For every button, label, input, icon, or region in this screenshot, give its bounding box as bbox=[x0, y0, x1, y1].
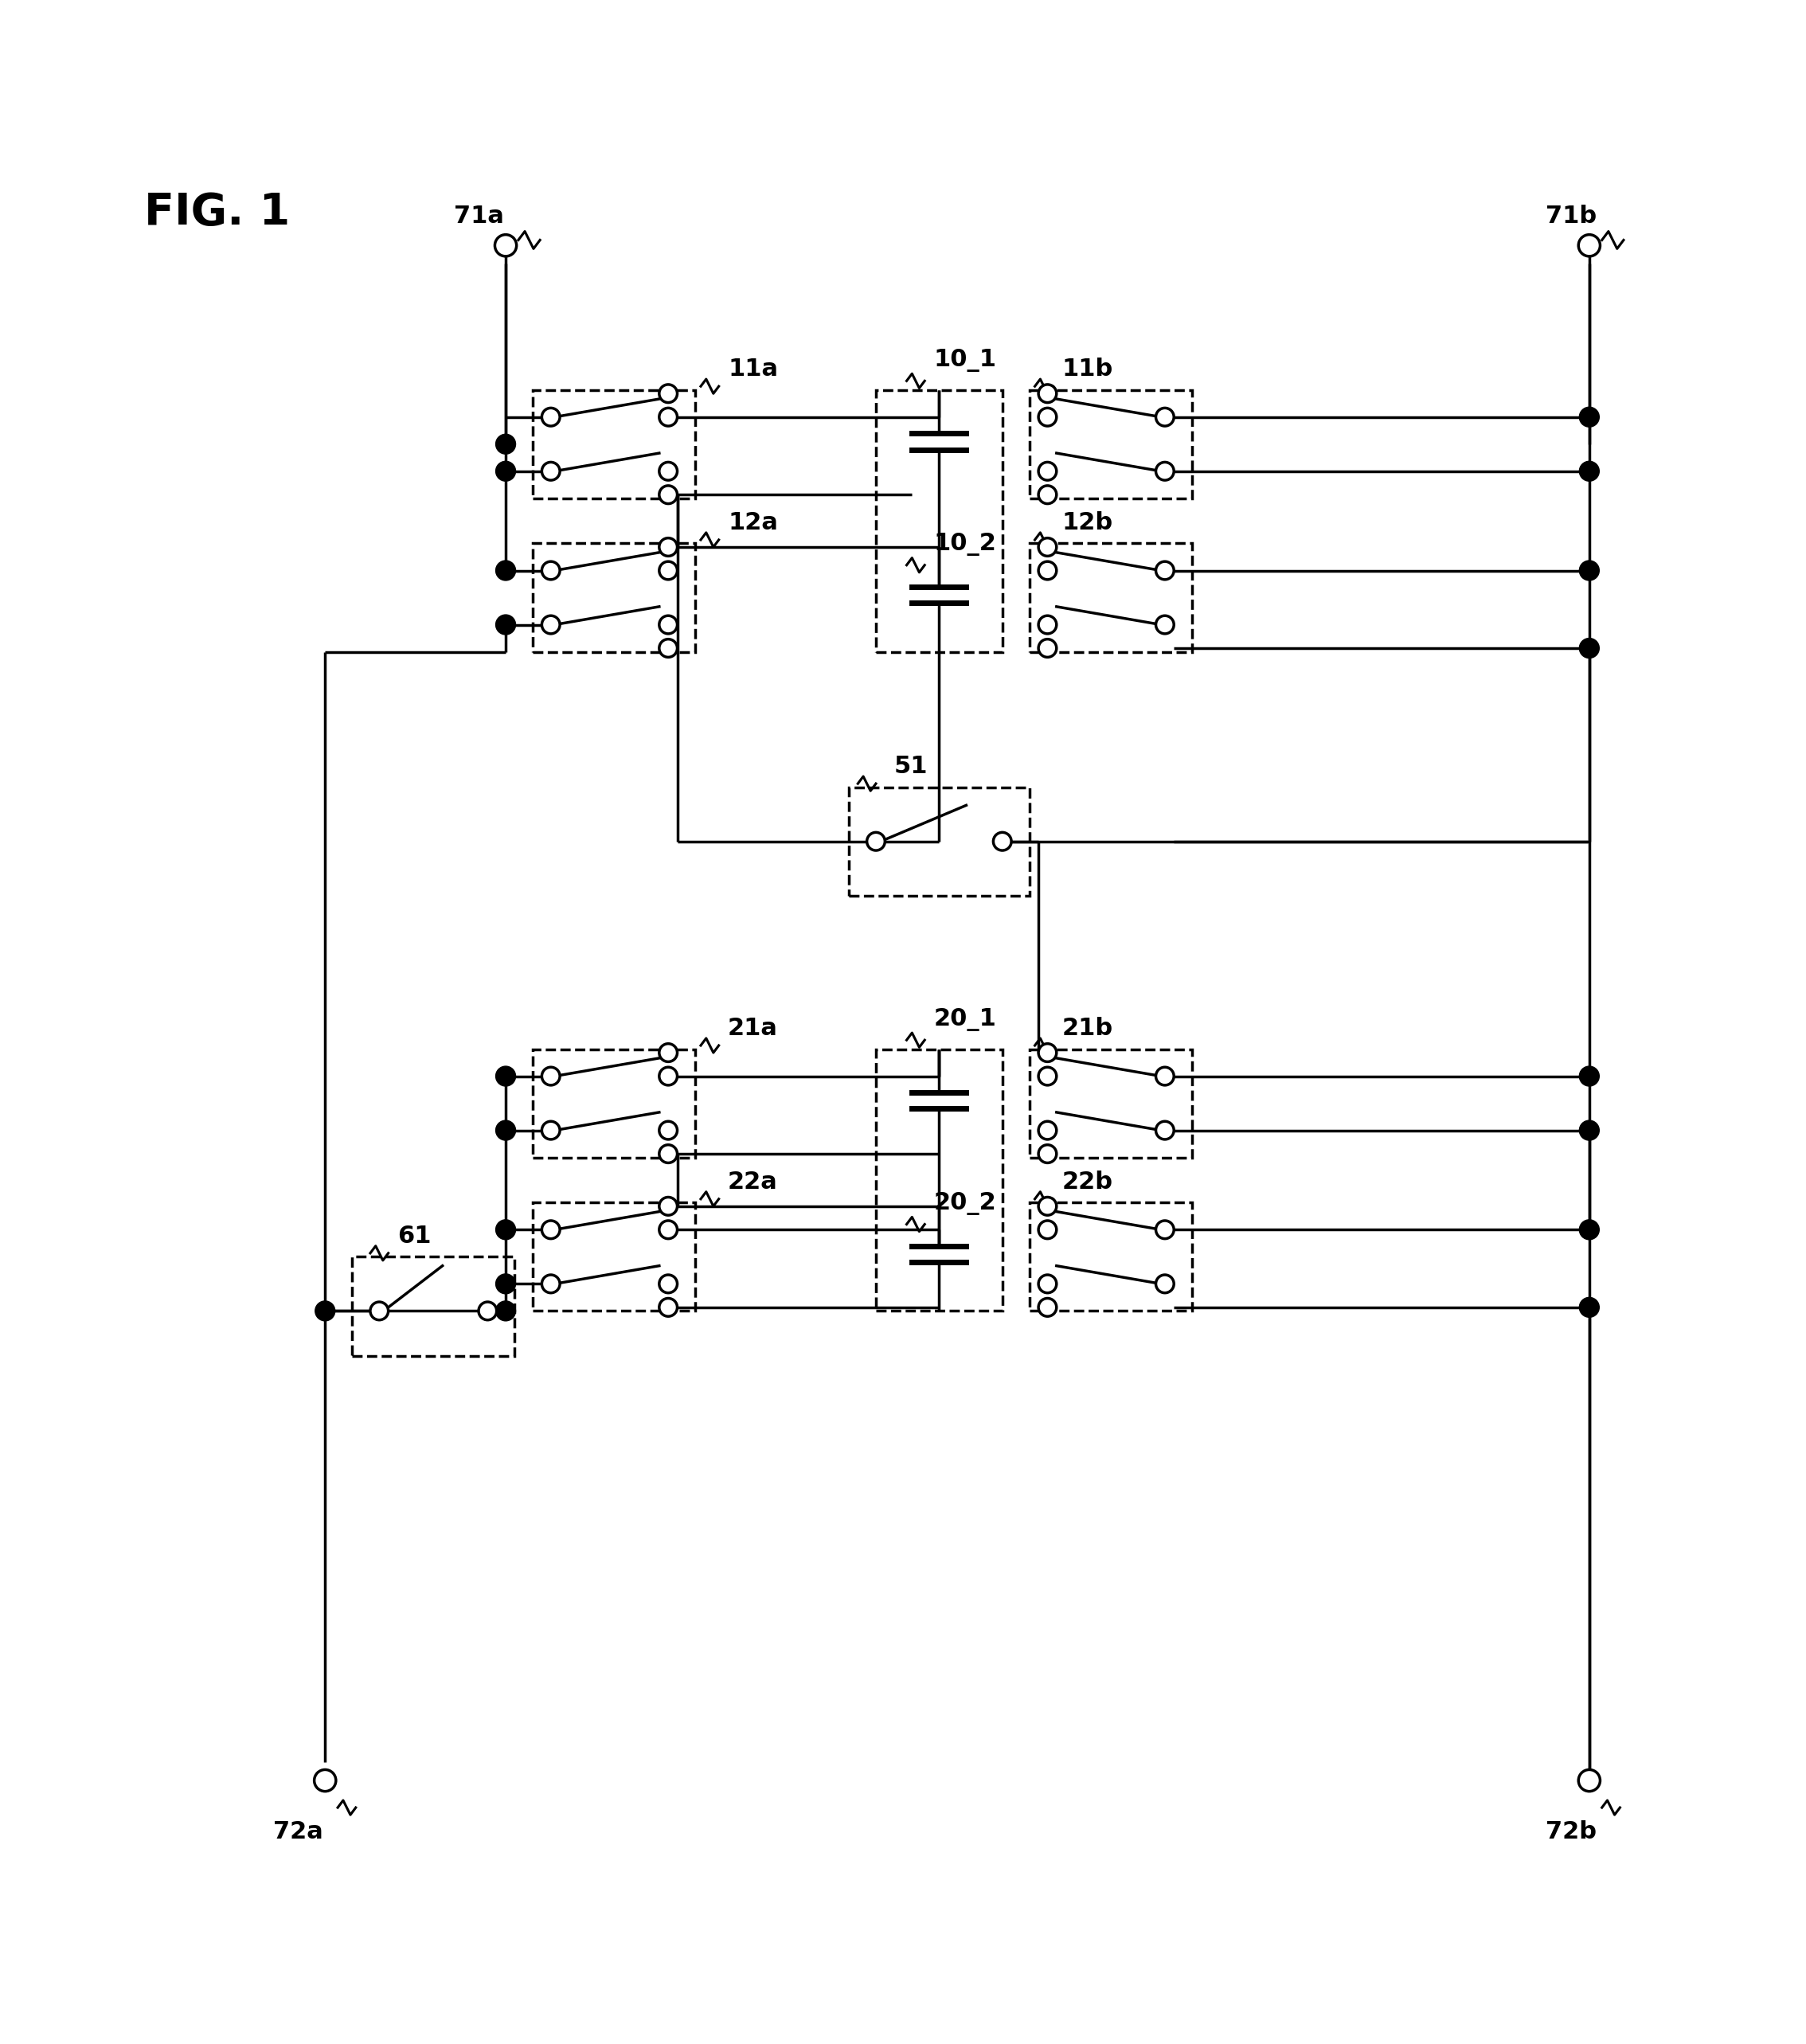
Text: 11b: 11b bbox=[1062, 358, 1112, 380]
Circle shape bbox=[479, 1302, 497, 1320]
Text: 12a: 12a bbox=[728, 511, 778, 533]
Circle shape bbox=[1038, 538, 1057, 556]
Text: 21a: 21a bbox=[728, 1018, 778, 1040]
Circle shape bbox=[1038, 640, 1057, 658]
Circle shape bbox=[1038, 1298, 1057, 1316]
Circle shape bbox=[659, 486, 677, 503]
Circle shape bbox=[1156, 462, 1174, 480]
Circle shape bbox=[542, 615, 560, 634]
Text: 10_2: 10_2 bbox=[934, 533, 997, 556]
Circle shape bbox=[1156, 1275, 1174, 1294]
Circle shape bbox=[659, 409, 677, 425]
Circle shape bbox=[1038, 1220, 1057, 1239]
Text: 72a: 72a bbox=[273, 1821, 323, 1844]
Circle shape bbox=[867, 832, 885, 850]
Circle shape bbox=[542, 1122, 560, 1139]
Text: 72b: 72b bbox=[1546, 1821, 1597, 1844]
Circle shape bbox=[1038, 615, 1057, 634]
Circle shape bbox=[1156, 1067, 1174, 1085]
Circle shape bbox=[1038, 1122, 1057, 1139]
Circle shape bbox=[314, 1770, 336, 1791]
Circle shape bbox=[659, 1198, 677, 1216]
Circle shape bbox=[495, 462, 517, 480]
Circle shape bbox=[1578, 1120, 1600, 1141]
Text: 20_1: 20_1 bbox=[934, 1008, 997, 1030]
Circle shape bbox=[1578, 1770, 1600, 1791]
Circle shape bbox=[314, 1302, 336, 1320]
Text: 61: 61 bbox=[397, 1224, 432, 1247]
Text: 10_1: 10_1 bbox=[934, 350, 997, 372]
Text: 51: 51 bbox=[894, 754, 928, 779]
Circle shape bbox=[1038, 1145, 1057, 1163]
Circle shape bbox=[1578, 462, 1600, 480]
Text: 71b: 71b bbox=[1546, 204, 1597, 227]
Circle shape bbox=[495, 1273, 517, 1294]
Circle shape bbox=[659, 1275, 677, 1294]
Text: 20_2: 20_2 bbox=[934, 1192, 997, 1216]
Circle shape bbox=[1578, 560, 1600, 580]
Circle shape bbox=[495, 1067, 517, 1085]
Circle shape bbox=[542, 1275, 560, 1294]
Circle shape bbox=[659, 384, 677, 403]
Circle shape bbox=[659, 640, 677, 658]
Circle shape bbox=[495, 560, 517, 580]
Circle shape bbox=[542, 1067, 560, 1085]
Circle shape bbox=[495, 235, 517, 256]
Circle shape bbox=[659, 562, 677, 580]
Circle shape bbox=[1578, 1067, 1600, 1085]
Circle shape bbox=[659, 1145, 677, 1163]
Text: 11a: 11a bbox=[728, 358, 778, 380]
Circle shape bbox=[993, 832, 1011, 850]
Circle shape bbox=[1038, 384, 1057, 403]
Circle shape bbox=[1038, 462, 1057, 480]
Circle shape bbox=[495, 1220, 517, 1239]
Text: 22a: 22a bbox=[728, 1171, 778, 1194]
Circle shape bbox=[1156, 1122, 1174, 1139]
Circle shape bbox=[542, 1220, 560, 1239]
Circle shape bbox=[659, 1067, 677, 1085]
Circle shape bbox=[659, 1122, 677, 1139]
Circle shape bbox=[659, 1044, 677, 1061]
Circle shape bbox=[1038, 1275, 1057, 1294]
Text: FIG. 1: FIG. 1 bbox=[144, 192, 291, 235]
Circle shape bbox=[1156, 409, 1174, 425]
Circle shape bbox=[1578, 235, 1600, 256]
Text: 71a: 71a bbox=[453, 204, 504, 227]
Text: 22b: 22b bbox=[1062, 1171, 1112, 1194]
Circle shape bbox=[1156, 615, 1174, 634]
Circle shape bbox=[495, 433, 517, 454]
Circle shape bbox=[495, 1120, 517, 1141]
Circle shape bbox=[1578, 1298, 1600, 1316]
Circle shape bbox=[1578, 1220, 1600, 1239]
Text: 12b: 12b bbox=[1062, 511, 1112, 533]
Circle shape bbox=[659, 462, 677, 480]
Circle shape bbox=[1578, 407, 1600, 427]
Circle shape bbox=[1038, 1067, 1057, 1085]
Circle shape bbox=[1038, 562, 1057, 580]
Circle shape bbox=[1038, 409, 1057, 425]
Circle shape bbox=[659, 1220, 677, 1239]
Circle shape bbox=[370, 1302, 388, 1320]
Circle shape bbox=[1156, 1220, 1174, 1239]
Circle shape bbox=[1038, 1198, 1057, 1216]
Text: 21b: 21b bbox=[1062, 1018, 1112, 1040]
Circle shape bbox=[1038, 1044, 1057, 1061]
Circle shape bbox=[495, 615, 517, 634]
Circle shape bbox=[1038, 486, 1057, 503]
Circle shape bbox=[659, 538, 677, 556]
Circle shape bbox=[659, 1298, 677, 1316]
Circle shape bbox=[542, 409, 560, 425]
Circle shape bbox=[495, 1302, 517, 1320]
Circle shape bbox=[542, 562, 560, 580]
Circle shape bbox=[659, 615, 677, 634]
Circle shape bbox=[542, 462, 560, 480]
Circle shape bbox=[1578, 638, 1600, 658]
Circle shape bbox=[1156, 562, 1174, 580]
